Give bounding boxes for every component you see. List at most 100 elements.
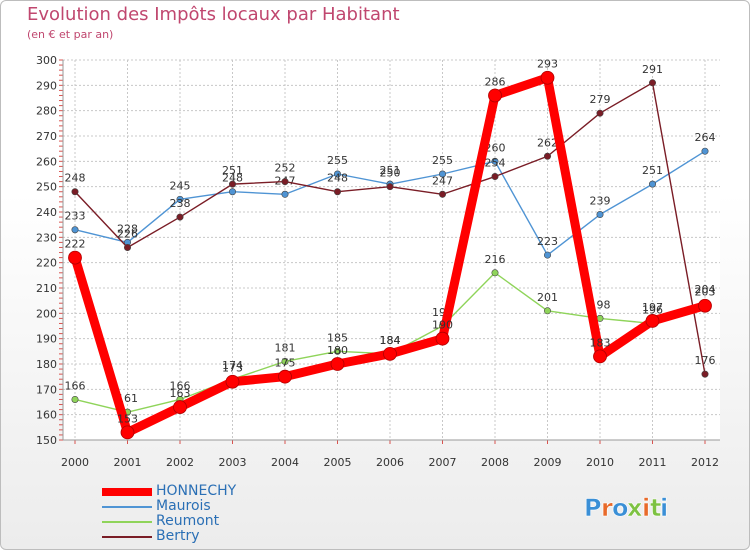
data-label-maurois: 255 xyxy=(327,154,348,167)
data-label-reumont: 181 xyxy=(275,341,296,354)
data-label-reumont: 184 xyxy=(380,334,401,347)
data-point-honnechy xyxy=(540,70,555,85)
y-tick-label: 220 xyxy=(36,257,57,270)
logo-letter: t xyxy=(650,494,661,522)
x-tick-label: 2004 xyxy=(271,456,299,469)
data-label-honnechy: 293 xyxy=(537,58,558,71)
x-tick-label: 2010 xyxy=(586,456,614,469)
data-label-honnechy: 183 xyxy=(590,336,611,349)
y-tick-label: 210 xyxy=(36,282,57,295)
legend-swatch-bertry xyxy=(102,535,152,538)
data-point-bertry xyxy=(281,178,289,186)
data-label-honnechy: 286 xyxy=(485,75,506,88)
data-label-reumont: 201 xyxy=(537,291,558,304)
data-point-honnechy xyxy=(698,298,712,313)
data-label-reumont: 204 xyxy=(695,283,716,296)
data-label-bertry: 248 xyxy=(327,172,348,185)
data-point-bertry xyxy=(229,180,237,188)
logo-letter: i xyxy=(660,494,668,522)
data-point-bertry xyxy=(386,183,394,191)
data-label-reumont: 196 xyxy=(642,303,663,316)
x-tick-label: 2008 xyxy=(481,456,509,469)
data-label-honnechy: 173 xyxy=(222,362,243,375)
data-label-bertry: 247 xyxy=(432,174,453,187)
chart-title: Evolution des Impôts locaux par Habitant xyxy=(27,4,400,25)
y-tick-label: 170 xyxy=(36,383,57,396)
y-tick-label: 300 xyxy=(36,54,57,67)
data-point-honnechy xyxy=(593,349,607,364)
data-point-honnechy xyxy=(173,400,187,414)
data-label-bertry: 254 xyxy=(485,157,506,170)
y-tick-label: 250 xyxy=(36,181,57,194)
legend-swatch-reumont xyxy=(102,520,152,523)
data-point-honnechy xyxy=(645,314,660,328)
data-point-maurois xyxy=(229,188,237,196)
data-point-bertry xyxy=(543,152,551,160)
data-point-maurois xyxy=(701,147,709,155)
chart-subtitle: (en € et par an) xyxy=(27,28,114,41)
x-tick-label: 2005 xyxy=(324,456,352,469)
data-point-reumont xyxy=(543,307,551,315)
logo-letter: i xyxy=(642,494,650,522)
data-label-bertry: 252 xyxy=(275,162,296,175)
data-label-reumont: 185 xyxy=(327,331,348,344)
data-label-reumont: 216 xyxy=(485,253,506,266)
data-point-bertry xyxy=(648,79,656,87)
logo-letter: r xyxy=(601,494,613,522)
data-label-maurois: 245 xyxy=(170,179,191,192)
data-point-honnechy xyxy=(330,357,345,371)
data-label-bertry: 262 xyxy=(537,136,558,149)
data-point-maurois xyxy=(438,170,446,178)
data-label-honnechy: 153 xyxy=(117,412,138,425)
data-label-maurois: 228 xyxy=(117,222,138,235)
x-tick-label: 2006 xyxy=(376,456,404,469)
data-label-honnechy: 184 xyxy=(380,334,401,347)
x-tick-label: 2001 xyxy=(114,456,142,469)
data-point-bertry xyxy=(491,173,499,181)
data-label-bertry: 291 xyxy=(642,63,663,76)
y-tick-label: 160 xyxy=(36,409,57,422)
y-tick-label: 230 xyxy=(36,231,57,244)
legend-label-reumont: Reumont xyxy=(156,513,220,529)
data-label-maurois: 223 xyxy=(537,235,558,248)
data-label-maurois: 251 xyxy=(380,164,401,177)
data-label-honnechy: 175 xyxy=(275,357,296,370)
y-tick-label: 290 xyxy=(36,79,57,92)
data-label-bertry: 251 xyxy=(222,164,243,177)
x-tick-label: 2007 xyxy=(429,456,457,469)
data-label-bertry: 248 xyxy=(65,172,86,185)
data-point-bertry xyxy=(71,188,79,196)
data-label-honnechy: 180 xyxy=(327,344,348,357)
logo-letter: o xyxy=(612,494,629,522)
data-point-reumont xyxy=(333,347,341,355)
data-point-reumont xyxy=(71,395,79,403)
data-label-maurois: 260 xyxy=(485,141,506,154)
data-label-honnechy: 203 xyxy=(695,286,716,299)
data-point-bertry xyxy=(176,213,184,221)
y-tick-label: 150 xyxy=(36,434,57,447)
plot-area xyxy=(63,60,720,440)
data-point-honnechy xyxy=(68,250,82,265)
data-point-honnechy xyxy=(278,369,292,384)
data-point-maurois xyxy=(543,251,551,259)
data-label-maurois: 251 xyxy=(642,164,663,177)
x-tick-label: 2000 xyxy=(61,456,89,469)
data-label-honnechy: 197 xyxy=(642,301,663,314)
legend-swatch-maurois xyxy=(102,505,152,508)
data-point-maurois xyxy=(491,157,499,165)
data-point-bertry xyxy=(596,109,604,117)
data-point-bertry xyxy=(438,190,446,198)
x-tick-label: 2012 xyxy=(691,456,719,469)
y-tick-label: 190 xyxy=(36,333,57,346)
y-tick-label: 260 xyxy=(36,155,57,168)
y-tick-label: 240 xyxy=(36,206,57,219)
data-label-honnechy: 163 xyxy=(170,387,191,400)
y-tick-label: 280 xyxy=(36,105,57,118)
data-point-maurois xyxy=(596,211,604,219)
data-label-honnechy: 190 xyxy=(432,319,453,332)
legend-item-reumont: Reumont xyxy=(102,514,236,529)
x-tick-label: 2011 xyxy=(639,456,667,469)
data-label-bertry: 250 xyxy=(380,167,401,180)
